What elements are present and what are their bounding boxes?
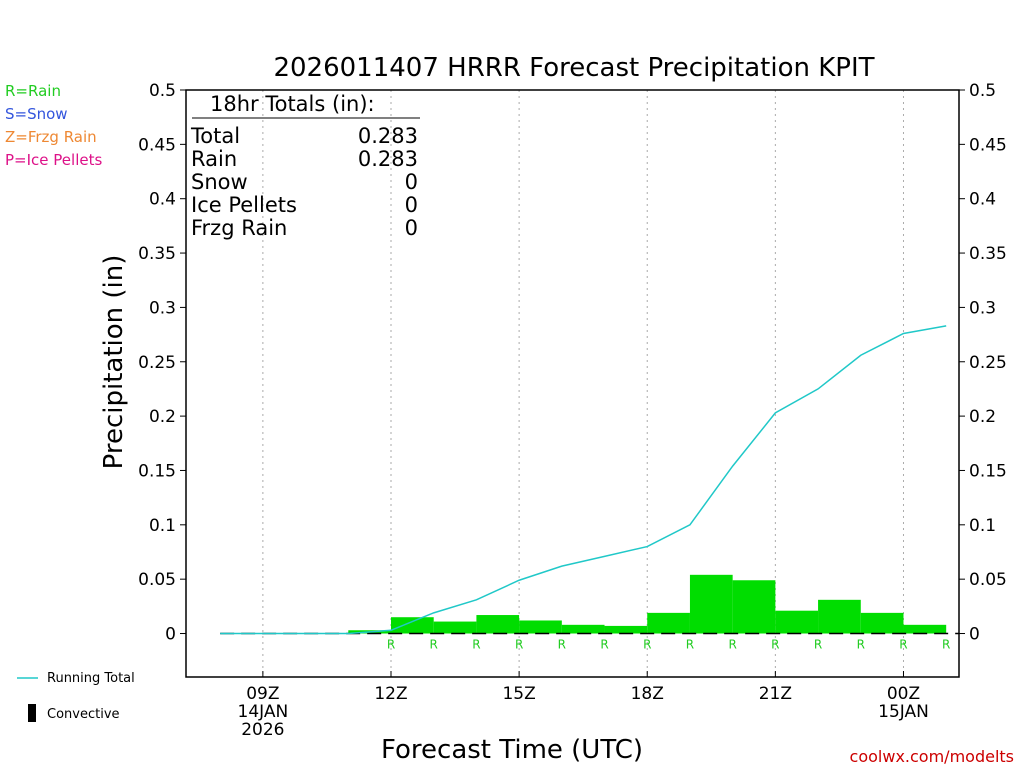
bar-16 — [519, 620, 562, 634]
precip-type-17: R — [600, 638, 608, 652]
type-legend-0: R=Rain — [5, 82, 61, 100]
x-tick-label-1-0: 12Z — [374, 684, 407, 704]
y-tick-label-left-0: 0 — [165, 625, 176, 645]
plot-border — [185, 89, 960, 678]
precip-type-legend: R=Rain S=Snow Z=Frzg Rain P=Ice Pellets — [5, 82, 102, 169]
bar-series-rain — [348, 574, 947, 634]
totals-value-0: 0.283 — [358, 124, 418, 148]
y-axis-ticks: 0 00.05 0.050.1 0.10.15 0.150.2 0.20.25 0.250.… — [138, 81, 1007, 645]
legend-label-1: Convective — [47, 707, 120, 722]
x-tick-label-3-0: 18Z — [631, 684, 664, 704]
precip-type-18: R — [643, 638, 651, 652]
precip-type-22: R — [814, 638, 822, 652]
y-tick-label-left-2: 0.1 — [149, 516, 176, 536]
y-tick-label-left-3: 0.15 — [138, 461, 176, 481]
precip-type-14: R — [472, 638, 480, 652]
bar-24 — [860, 612, 904, 634]
y-tick-label-left-1: 0.05 — [138, 570, 176, 590]
totals-box: 18hr Totals (in): Total 0.283 Rain 0.283 Snow… — [190, 92, 420, 240]
x-tick-label-0-1: 14JAN — [238, 702, 289, 722]
y-tick-label-right-9: 0.45 — [969, 135, 1007, 155]
bar-17 — [561, 624, 605, 634]
precip-type-24: R — [899, 638, 907, 652]
grid-lines — [262, 90, 904, 677]
x-tick-label-2-0: 15Z — [502, 684, 535, 704]
totals-value-1: 0.283 — [358, 147, 418, 171]
totals-header: 18hr Totals (in): — [210, 92, 375, 116]
bar-23 — [818, 599, 861, 634]
bar-14 — [433, 621, 477, 634]
x-tick-label-0-2: 2026 — [241, 720, 284, 740]
y-tick-label-left-10: 0.5 — [149, 81, 176, 101]
y-tick-label-left-8: 0.4 — [149, 190, 176, 210]
bar-20 — [689, 574, 733, 634]
y-tick-label-left-6: 0.3 — [149, 298, 176, 318]
y-tick-label-right-5: 0.25 — [969, 353, 1007, 373]
totals-label-2: Snow — [191, 170, 248, 194]
precip-type-20: R — [728, 638, 736, 652]
y-tick-label-right-3: 0.15 — [969, 461, 1007, 481]
bar-18 — [604, 625, 648, 634]
series-legend: Running Total Convective — [17, 671, 135, 722]
y-tick-label-right-7: 0.35 — [969, 244, 1007, 264]
type-legend-3: P=Ice Pellets — [5, 151, 102, 169]
source-credit: coolwx.com/modelts — [850, 747, 1014, 766]
x-tick-label-0-0: 09Z — [246, 684, 279, 704]
totals-label-4: Frzg Rain — [191, 216, 287, 240]
chart-title: 2026011407 HRRR Forecast Precipitation K… — [273, 53, 874, 83]
totals-label-1: Rain — [191, 147, 237, 171]
bar-19 — [647, 612, 690, 634]
x-tick-label-5-1: 15JAN — [878, 702, 929, 722]
bar-21 — [732, 580, 776, 634]
y-tick-label-left-7: 0.35 — [138, 244, 176, 264]
plot-frame — [185, 89, 960, 678]
legend-label-0: Running Total — [47, 671, 135, 686]
running-total-line — [220, 325, 947, 635]
type-legend-2: Z=Frzg Rain — [5, 128, 97, 146]
y-tick-label-right-1: 0.05 — [969, 570, 1007, 590]
y-tick-label-left-5: 0.25 — [138, 353, 176, 373]
y-tick-label-left-4: 0.2 — [149, 407, 176, 427]
y-axis-label: Precipitation (in) — [99, 255, 129, 470]
totals-label-0: Total — [190, 124, 240, 148]
totals-value-4: 0 — [405, 216, 418, 240]
totals-value-3: 0 — [405, 193, 418, 217]
x-tick-label-4-0: 21Z — [759, 684, 792, 704]
y-tick-label-right-6: 0.3 — [969, 298, 996, 318]
y-tick-label-right-10: 0.5 — [969, 81, 996, 101]
legend-swatch-1 — [28, 704, 36, 722]
precip-type-16: R — [558, 638, 566, 652]
type-legend-1: S=Snow — [5, 105, 68, 123]
y-tick-label-right-0: 0 — [969, 625, 980, 645]
precip-type-23: R — [857, 638, 865, 652]
precip-type-13: R — [430, 638, 438, 652]
bar-25 — [903, 624, 947, 634]
bar-13 — [390, 617, 434, 634]
precip-type-15: R — [515, 638, 523, 652]
totals-value-2: 0 — [405, 170, 418, 194]
y-tick-label-right-8: 0.4 — [969, 190, 996, 210]
x-tick-label-5-0: 00Z — [887, 684, 920, 704]
bar-15 — [476, 615, 520, 634]
y-tick-label-left-9: 0.45 — [138, 135, 176, 155]
precip-type-19: R — [686, 638, 694, 652]
y-tick-label-right-2: 0.1 — [969, 516, 996, 536]
bar-22 — [775, 610, 819, 634]
precip-type-21: R — [771, 638, 779, 652]
y-tick-label-right-4: 0.2 — [969, 407, 996, 427]
x-axis-label: Forecast Time (UTC) — [381, 735, 643, 765]
precip-type-12: R — [387, 638, 395, 652]
precip-type-25: R — [942, 638, 950, 652]
running-total-series — [220, 325, 947, 635]
totals-label-3: Ice Pellets — [191, 193, 297, 217]
